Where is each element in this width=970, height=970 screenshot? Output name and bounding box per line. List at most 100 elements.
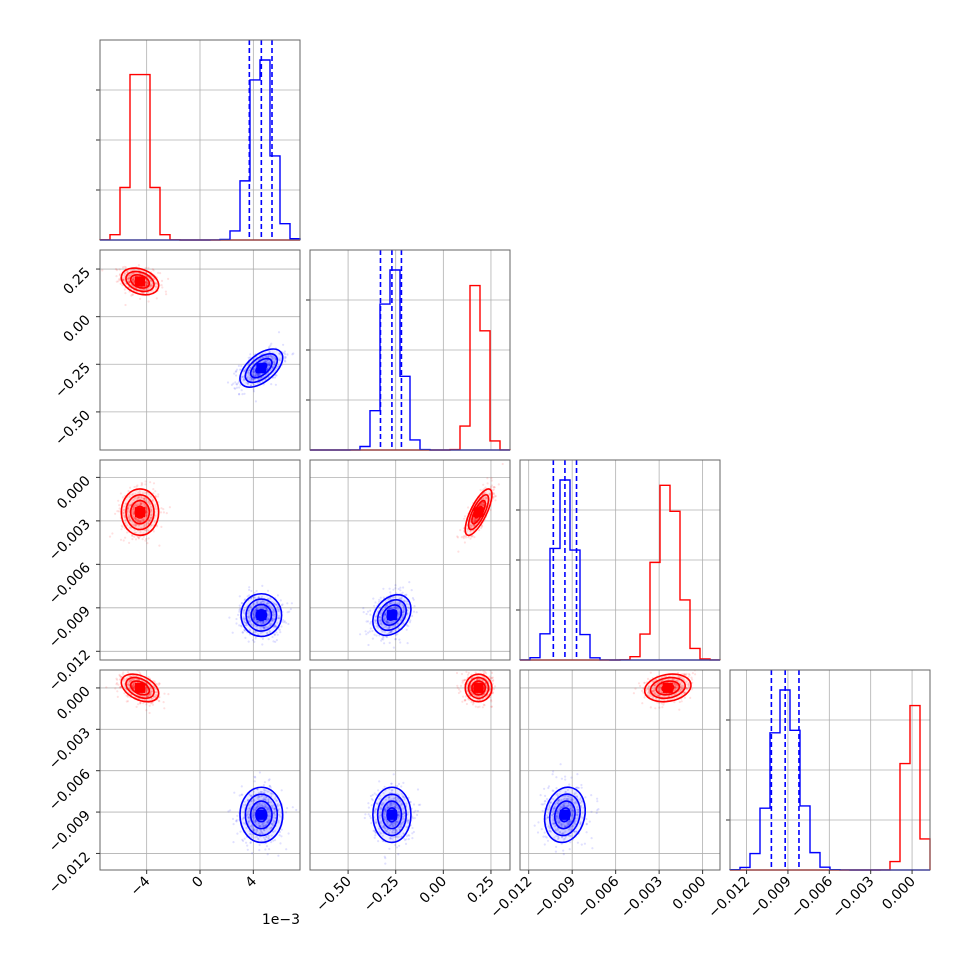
sample-point <box>276 594 279 597</box>
sample-point <box>473 524 476 527</box>
sample-point <box>126 278 130 281</box>
scatter-panel-3-0 <box>99 669 301 871</box>
sample-point <box>237 381 240 384</box>
sample-point <box>121 266 125 269</box>
sample-point <box>394 606 397 609</box>
sample-point <box>492 486 495 489</box>
sample-point <box>243 621 246 624</box>
sample-point <box>148 519 151 522</box>
density-peak-series-1 <box>256 809 267 820</box>
sample-point <box>265 602 268 605</box>
sample-point <box>249 794 252 797</box>
sample-point <box>474 519 477 522</box>
sample-point <box>121 496 124 499</box>
sample-point <box>147 501 150 504</box>
sample-point <box>149 279 152 282</box>
sample-point <box>396 601 400 605</box>
sample-point <box>467 506 470 509</box>
sample-point <box>141 291 144 294</box>
sample-point <box>144 539 147 542</box>
sample-point <box>147 300 150 303</box>
sample-point <box>359 633 362 636</box>
sample-point <box>250 589 253 593</box>
sample-point <box>490 699 493 702</box>
sample-point <box>144 699 147 702</box>
sample-point <box>278 614 281 618</box>
sample-point <box>278 359 281 362</box>
sample-point <box>259 604 262 608</box>
sample-point <box>145 506 148 509</box>
sample-point <box>264 607 267 610</box>
sample-point <box>394 633 397 637</box>
sample-point <box>254 630 258 633</box>
sample-point <box>132 278 135 281</box>
sample-point <box>233 791 236 794</box>
sample-point <box>245 826 248 830</box>
sample-point <box>114 512 117 515</box>
sample-point <box>392 600 395 603</box>
sample-point <box>150 697 153 700</box>
sample-point <box>407 603 410 606</box>
sample-point <box>138 671 141 674</box>
sample-point <box>480 503 483 506</box>
sample-point <box>261 584 264 588</box>
sample-point <box>143 497 146 500</box>
sample-point <box>126 671 130 674</box>
sample-point <box>247 610 250 613</box>
sample-point <box>387 621 390 624</box>
sample-point <box>252 798 255 801</box>
sample-point <box>374 621 377 624</box>
sample-point <box>280 357 283 360</box>
sample-point <box>132 512 135 515</box>
sample-point <box>269 344 272 347</box>
sample-point <box>158 544 161 547</box>
sample-point <box>132 508 135 511</box>
sample-point <box>145 513 148 516</box>
sample-point <box>122 679 125 682</box>
sample-point <box>145 689 148 692</box>
sample-point <box>457 550 460 553</box>
sample-point <box>396 633 399 636</box>
sample-point <box>255 619 258 622</box>
sample-point <box>466 527 469 531</box>
sample-point <box>272 615 275 618</box>
sample-point <box>384 617 387 620</box>
sample-point <box>247 799 250 802</box>
sample-point <box>472 524 475 527</box>
sample-point <box>124 272 127 275</box>
sample-point <box>482 501 485 504</box>
sample-point <box>374 615 377 618</box>
sample-point <box>149 505 153 508</box>
sample-point <box>253 378 256 381</box>
sample-point <box>235 370 238 373</box>
sample-point <box>248 621 251 624</box>
sample-point <box>380 610 383 613</box>
sample-point <box>231 631 234 634</box>
sample-point <box>255 621 258 624</box>
sample-point <box>256 607 259 610</box>
sample-point <box>464 536 468 539</box>
sample-point <box>245 381 248 384</box>
sample-point <box>238 595 241 598</box>
sample-point <box>265 602 268 606</box>
sample-point <box>154 696 157 699</box>
sample-point <box>249 366 252 369</box>
sample-point <box>264 359 267 362</box>
sample-point <box>415 611 418 614</box>
sample-point <box>123 514 126 517</box>
sample-point <box>493 685 497 688</box>
sample-point <box>135 503 138 506</box>
sample-point <box>167 693 170 696</box>
sample-point <box>249 832 252 835</box>
sample-point <box>383 626 386 629</box>
sample-point <box>139 503 142 506</box>
sample-point <box>165 293 168 296</box>
sample-point <box>233 372 236 375</box>
sample-point <box>402 606 405 610</box>
sample-point <box>402 612 405 616</box>
sample-point <box>492 688 495 691</box>
sample-point <box>261 832 264 835</box>
sample-point <box>131 273 134 276</box>
sample-point <box>272 618 275 621</box>
sample-point <box>482 503 485 506</box>
